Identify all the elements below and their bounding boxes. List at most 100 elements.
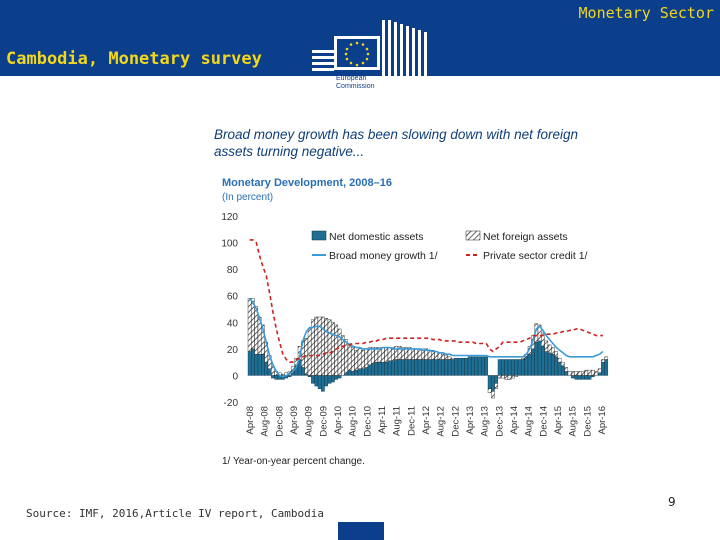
nda-bar: [337, 375, 342, 379]
nda-bar: [451, 359, 455, 376]
nda-bar: [584, 375, 589, 380]
nfa-bar: [507, 375, 512, 380]
x-tick-label: Dec-09: [318, 406, 329, 437]
nda-bar: [334, 375, 339, 380]
nda-bar: [454, 357, 459, 376]
nfa-bar: [387, 347, 392, 362]
nfa-bar: [557, 357, 562, 363]
x-tick-label: Aug-09: [304, 406, 315, 437]
nda-bar: [564, 371, 569, 376]
page-number: 9: [668, 495, 676, 509]
x-tick-label: Aug-12: [436, 406, 447, 437]
x-tick-label: Aug-11: [392, 406, 403, 436]
nda-bar: [554, 356, 559, 376]
nda-bar: [581, 375, 585, 380]
nda-bar: [447, 359, 452, 376]
nfa-bar: [364, 348, 369, 368]
nfa-bar: [594, 371, 599, 376]
private-credit-line: [249, 239, 603, 363]
flag-strip: [338, 522, 384, 540]
nda-bar: [401, 359, 405, 376]
figure-panel: Broad money growth has been slowing down…: [200, 100, 620, 478]
nda-bar: [511, 359, 515, 376]
y-tick-label: 120: [221, 212, 238, 223]
nfa-bar: [384, 347, 389, 363]
nfa-bar: [564, 367, 569, 372]
nfa-bar: [514, 375, 519, 377]
nda-bar: [327, 375, 332, 384]
nda-bar: [261, 353, 265, 376]
nda-bar: [321, 375, 325, 392]
nda-bar: [577, 375, 582, 380]
nda-bar: [551, 353, 555, 376]
nda-bar: [431, 359, 435, 376]
nfa-bar: [544, 340, 549, 352]
nfa-bar: [584, 369, 589, 376]
nda-bar: [471, 356, 475, 376]
nda-bar: [494, 375, 499, 384]
slide-title: Cambodia, Monetary survey: [6, 49, 262, 69]
nda-bar: [271, 375, 275, 379]
nfa-bar: [351, 347, 355, 372]
nfa-bar: [451, 357, 455, 360]
nfa-bar: [331, 322, 335, 376]
legend-label-nda: Net domestic assets: [329, 231, 424, 243]
nfa-bar: [581, 371, 585, 376]
nda-bar: [257, 353, 262, 376]
nfa-bar: [414, 348, 419, 360]
nda-bar: [561, 365, 565, 376]
nda-bar: [537, 340, 542, 376]
nda-bar: [441, 359, 445, 376]
nda-bar: [481, 356, 485, 376]
nda-bar: [574, 375, 579, 380]
x-tick-label: Apr-16: [597, 406, 608, 435]
legend-swatch-nda: [311, 230, 327, 241]
nfa-bar: [437, 352, 442, 360]
nfa-bar: [554, 351, 559, 358]
y-tick-label: 0: [232, 371, 238, 382]
nda-bar: [501, 359, 505, 376]
nfa-bar: [491, 391, 495, 399]
broad-money-line: [248, 297, 604, 378]
nda-bar: [571, 375, 575, 379]
y-tick-label: 100: [221, 239, 238, 250]
nfa-bar: [497, 375, 502, 379]
x-tick-label: Dec-15: [582, 406, 593, 437]
nfa-bar: [247, 298, 252, 352]
nfa-bar: [354, 349, 359, 371]
x-tick-label: Aug-08: [260, 406, 271, 437]
x-tick-label: Dec-08: [274, 406, 285, 437]
nda-bar: [377, 361, 382, 376]
nda-bar: [347, 369, 352, 376]
nda-bar: [491, 375, 495, 392]
nda-bar: [264, 361, 269, 376]
nfa-bar: [347, 343, 352, 371]
nda-bar: [254, 353, 259, 376]
nda-bar: [344, 372, 349, 376]
nda-bar: [381, 361, 385, 376]
nfa-bar: [307, 328, 312, 376]
nda-bar: [434, 359, 439, 376]
nda-bar: [387, 360, 392, 376]
nfa-bar: [334, 324, 339, 376]
nda-bar: [394, 359, 399, 376]
nfa-bar: [447, 356, 452, 360]
nda-bar: [251, 348, 255, 376]
nda-bar: [374, 361, 379, 376]
nda-bar: [247, 351, 252, 376]
nda-bar: [507, 359, 512, 376]
nda-bar: [517, 359, 522, 376]
nda-bar: [414, 359, 419, 376]
nda-bar: [497, 359, 502, 376]
nda-bar: [371, 363, 375, 376]
nfa-bar: [371, 347, 375, 364]
nfa-bar: [547, 344, 552, 354]
monetary-chart: Monetary Development, 2008–16 (In percent…: [221, 177, 609, 467]
legend-label-private-credit: Private sector credit 1/: [483, 250, 588, 262]
y-tick-label: 40: [227, 318, 239, 329]
nda-bar: [457, 357, 462, 376]
nda-bar: [521, 359, 525, 376]
nfa-bar: [441, 353, 445, 360]
nda-bar: [311, 375, 315, 384]
chart-footnote: 1/ Year-on-year percent change.: [222, 456, 365, 467]
